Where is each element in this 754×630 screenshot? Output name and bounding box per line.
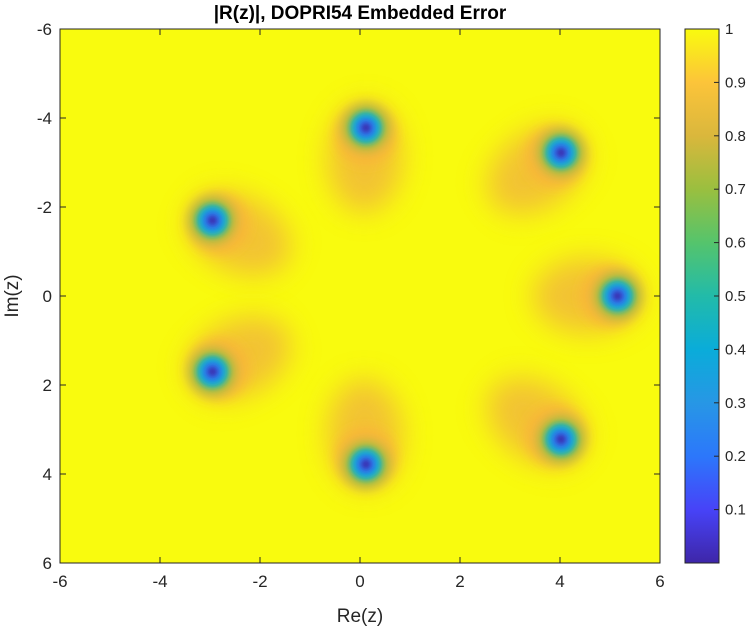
colorbar-tick-label-7: 0.8 <box>725 128 746 145</box>
heatmap-zeros <box>187 102 643 490</box>
heatmap-zero-0 <box>326 102 403 213</box>
x-tick-label-3: 0 <box>355 572 364 591</box>
colorbar-tick-label-0: 0.1 <box>725 502 746 519</box>
x-tick-label-5: 4 <box>555 572 564 591</box>
heatmap-zero-6 <box>532 258 643 334</box>
chart-title: |R(z)|, DOPRI54 Embedded Error <box>214 3 507 24</box>
colorbar <box>684 28 720 564</box>
y-tick-label-3: 0 <box>43 287 52 306</box>
colorbar-ticks: 0.1 0.2 0.3 0.4 0.5 0.6 0.7 0.8 0.9 1 <box>714 21 746 519</box>
x-tick-label-0: -6 <box>52 572 67 591</box>
x-tick-label-6: 6 <box>655 572 664 591</box>
x-tick-label-1: -4 <box>152 572 167 591</box>
x-axis-title: Re(z) <box>337 606 383 627</box>
colorbar-tick-label-6: 0.7 <box>725 181 746 198</box>
x-tick-label-2: -2 <box>252 572 267 591</box>
colorbar-tick-label-9: 1 <box>725 21 733 38</box>
heatmap-zero-2 <box>187 191 292 277</box>
colorbar-tick-label-4: 0.5 <box>725 288 746 305</box>
y-axis-title: Im(z) <box>2 274 23 317</box>
y-tick-label-5: 4 <box>43 465 52 484</box>
heatmap-zero-3 <box>187 315 292 401</box>
heatmap-zero-4 <box>486 125 587 215</box>
heatmap-zero-1 <box>326 379 403 490</box>
heatmap-zero-5 <box>486 377 587 467</box>
y-tick-label-6: 6 <box>43 554 52 573</box>
y-tick-label-0: -6 <box>37 20 52 39</box>
x-tick-label-4: 2 <box>455 572 464 591</box>
colorbar-tick-label-3: 0.4 <box>725 341 746 358</box>
colorbar-tick-label-1: 0.2 <box>725 448 746 465</box>
y-tick-label-1: -4 <box>37 109 52 128</box>
y-tick-label-4: 2 <box>43 376 52 395</box>
colorbar-tick-label-8: 0.9 <box>725 74 746 91</box>
y-tick-label-2: -2 <box>37 198 52 217</box>
colorbar-tick-label-2: 0.3 <box>725 395 746 412</box>
colorbar-tick-label-5: 0.6 <box>725 235 746 252</box>
